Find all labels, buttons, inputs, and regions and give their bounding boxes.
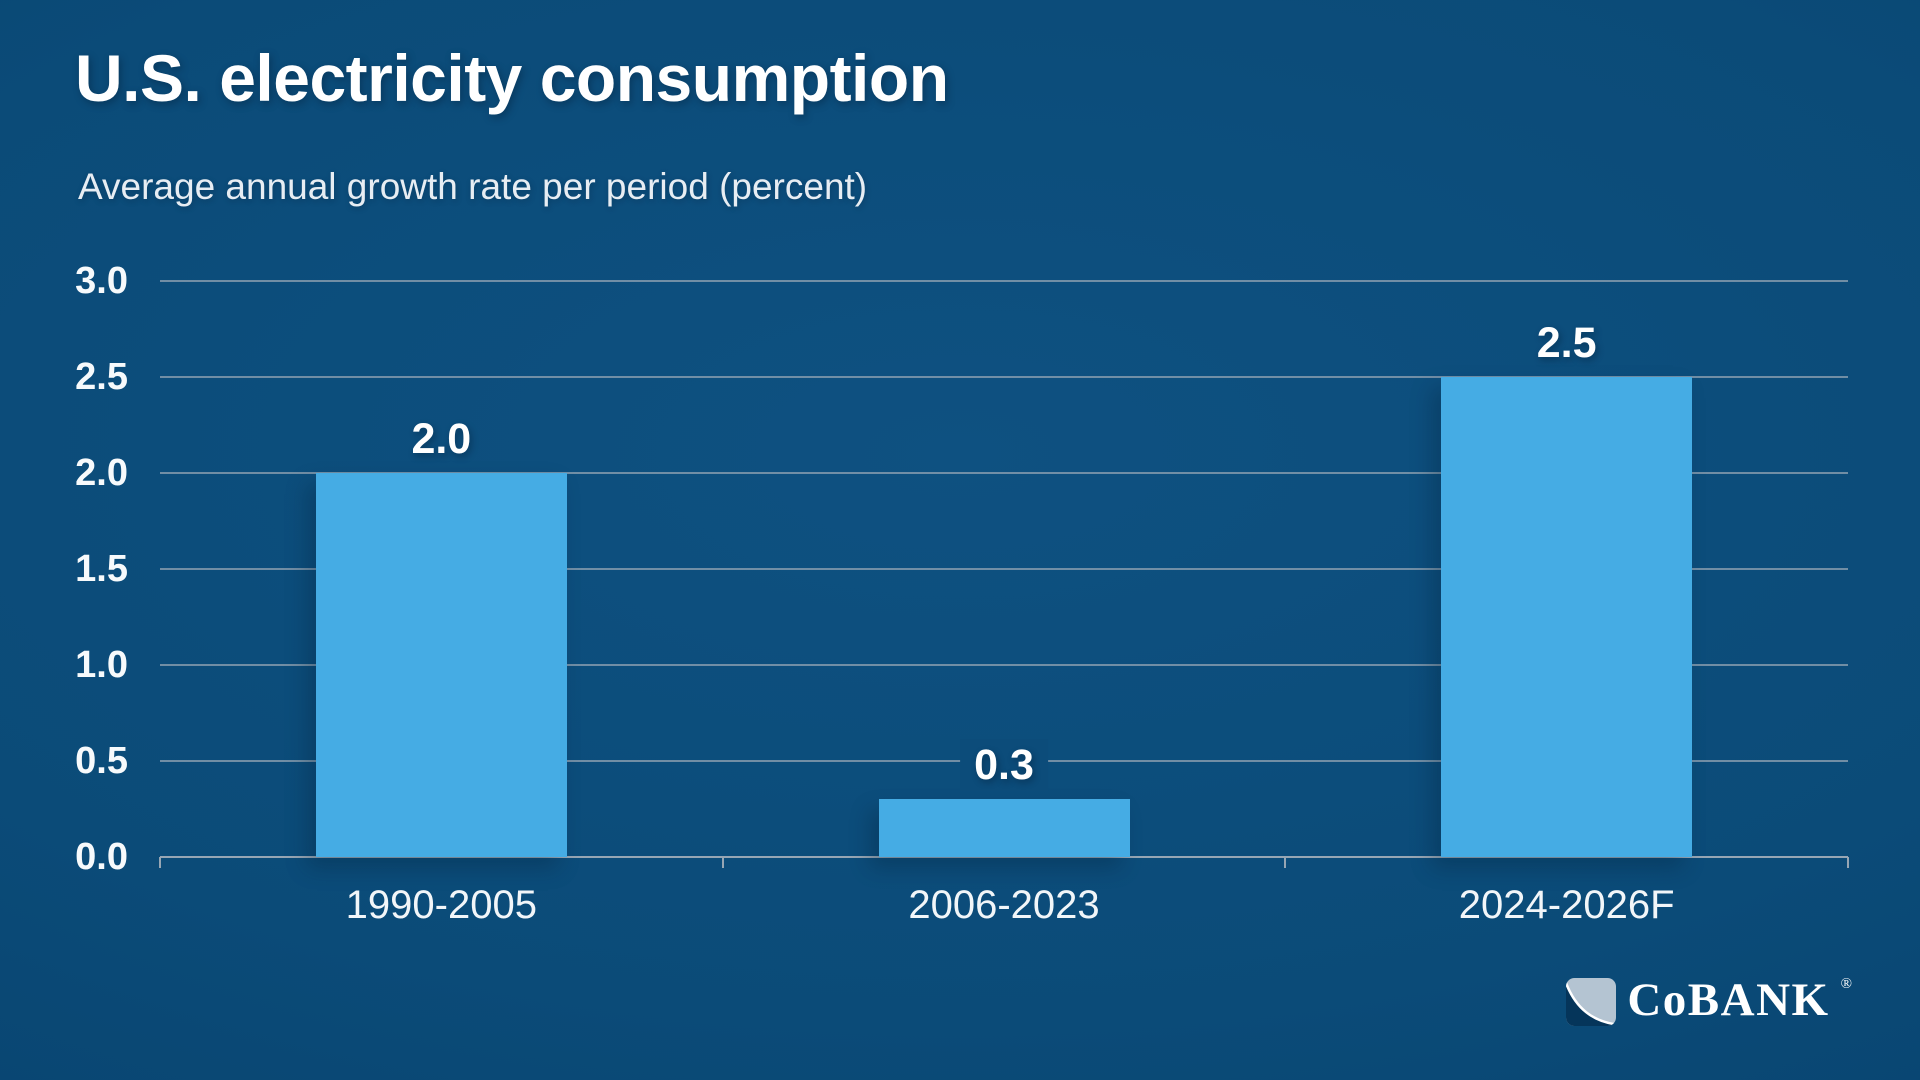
x-axis-category-label: 1990-2005 [345,883,537,927]
gridline [160,664,1848,666]
y-axis-tick-label: 1.5 [75,548,128,590]
y-axis-tick-label: 2.5 [75,356,128,398]
x-axis-line [160,856,1848,858]
bar-value-label: 2.0 [411,415,472,463]
x-axis-category-label: 2024-2026F [1458,883,1675,927]
x-axis-tick [1284,857,1287,868]
x-axis-tick [1847,857,1849,868]
chart-subtitle: Average annual growth rate per period (p… [78,166,868,207]
cobank-logo-text: CoBANK [1627,974,1830,1026]
x-axis-category-label: 2006-2023 [908,883,1100,927]
bar [315,473,567,857]
y-axis-tick-label: 1.0 [75,644,128,686]
gridline [160,376,1848,378]
gridline [160,472,1848,474]
bar-value-label: 0.3 [960,739,1048,792]
bar [1441,377,1693,857]
cobank-logo-icon [1566,978,1617,1026]
y-axis-tick-label: 0.5 [75,740,128,782]
registered-trademark-symbol: ® [1840,976,1852,992]
y-axis-tick-label: 3.0 [75,260,128,302]
gridline [160,280,1848,282]
chart-title: U.S. electricity consumption [75,41,949,115]
bar-value-label: 2.5 [1536,319,1597,367]
y-axis-tick-label: 2.0 [75,452,128,494]
gridline [160,568,1848,570]
bar [878,799,1130,857]
y-axis-tick-label: 0.0 [75,836,128,878]
x-axis-tick [159,857,161,868]
cobank-logo: CoBANK ® [1566,974,1852,1026]
x-axis-tick [721,857,724,868]
